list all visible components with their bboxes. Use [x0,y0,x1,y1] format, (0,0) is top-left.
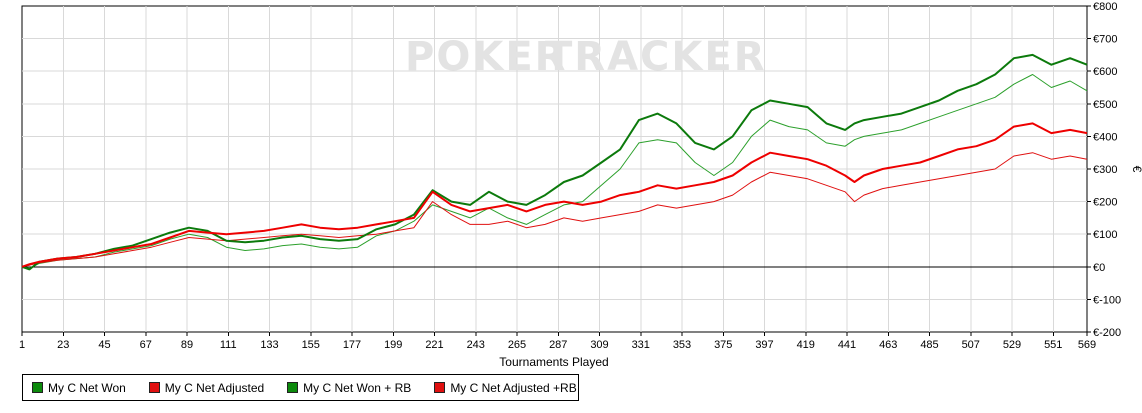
x-tick-label: 243 [467,339,485,351]
x-tick-label: 551 [1044,339,1062,351]
x-tick-label: 133 [260,339,278,351]
x-tick-label: 155 [302,339,320,351]
x-tick-label: 353 [673,339,691,351]
legend-label: My C Net Won + RB [303,380,412,395]
legend-label: My C Net Adjusted [164,380,265,395]
series-group [21,53,1088,271]
x-ticks: 1 23 45 67 89 111 133 155 177 199 221 243 265 287 309 3… [19,332,1096,351]
series-line-my-c-net-adjusted-rb [21,122,1088,268]
y-tick-label: €400 [1093,131,1117,143]
y-tick-label: €700 [1093,34,1117,46]
legend-item: My C Net Won + RB [287,381,411,395]
series-line-my-c-net-adjusted [21,152,1088,268]
y-axis-title: € [1130,166,1142,173]
x-tick-label: 89 [181,339,193,351]
x-tick-label: 221 [425,339,443,351]
y-tick-label: €200 [1093,197,1117,209]
watermark-right: TRACKER [545,34,767,80]
series-line-my-c-net-won [21,74,1088,269]
x-tick-label: 1 [19,339,25,351]
y-tick-label: €500 [1093,99,1117,111]
y-ticks: €800 €700 €600 €500 €400 €300 €200 €100 €0 €-100 €… [1087,1,1121,339]
x-tick-label: 265 [508,339,526,351]
y-tick-label: €800 [1093,1,1117,13]
x-tick-label: 529 [1003,339,1021,351]
x-tick-label: 23 [57,339,69,351]
legend-swatch [287,382,299,393]
legend-item: My C Net Adjusted +RB [434,380,577,395]
x-tick-label: 67 [140,339,152,351]
x-tick-label: 375 [714,339,732,351]
x-tick-label: 177 [343,339,361,351]
y-tick-label: €600 [1093,66,1117,78]
legend-item: My C Net Won [32,381,126,395]
watermark: POKER TRACKER [405,34,767,80]
y-tick-label: €100 [1093,229,1117,241]
x-tick-label: 569 [1078,339,1096,351]
y-tick-label: €-200 [1093,327,1121,339]
x-tick-label: 199 [384,339,402,351]
x-tick-label: 397 [755,339,773,351]
y-tick-label: €-100 [1093,294,1121,306]
legend: My C Net Won My C Net Adjusted My C Net Wo… [22,374,579,401]
legend-swatch [32,382,43,393]
legend-swatch [434,382,446,393]
legend-swatch [148,382,160,393]
y-tick-label: €0 [1093,262,1105,274]
series-line-my-c-net-won-rb [21,53,1088,271]
x-tick-label: 419 [797,339,815,351]
x-tick-label: 111 [220,339,237,351]
legend-label: My C Net Adjusted +RB [450,380,577,395]
legend-item: My C Net Adjusted [148,380,265,395]
x-tick-label: 287 [549,339,567,351]
x-tick-label: 45 [98,339,110,351]
x-tick-label: 331 [632,339,650,351]
grid [22,6,1087,332]
x-axis-title: Tournaments Played [499,355,608,369]
y-tick-label: €300 [1093,164,1117,176]
x-tick-label: 463 [879,339,897,351]
x-tick-label: 309 [590,339,608,351]
x-tick-label: 507 [962,339,980,351]
watermark-left: POKER [405,34,567,80]
legend-label: My C Net Won [48,380,126,395]
x-tick-label: 441 [838,339,856,351]
x-tick-label: 485 [920,339,938,351]
